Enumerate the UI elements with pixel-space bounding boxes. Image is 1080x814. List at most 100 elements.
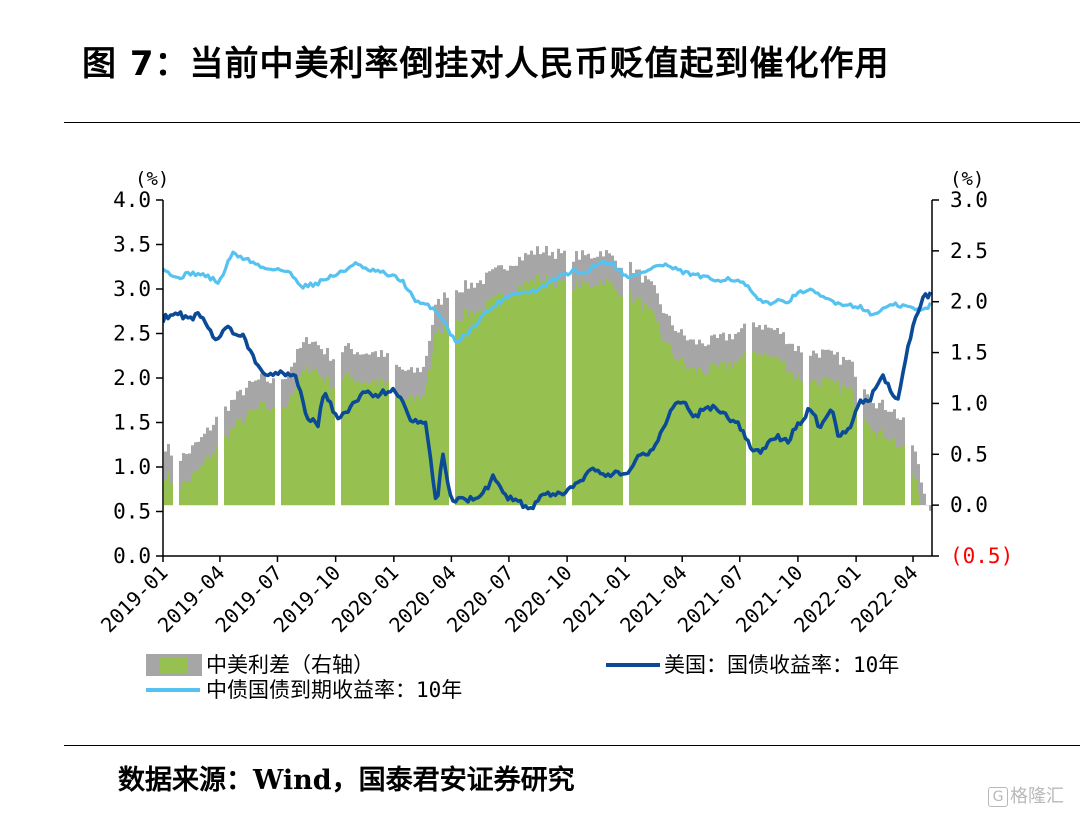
spread-fill — [878, 431, 881, 506]
spread-fill — [245, 416, 248, 506]
spread-fill — [818, 386, 821, 506]
spread-fill — [431, 353, 434, 506]
spread-fill — [764, 353, 767, 506]
legend: 中美利差（右轴） 美国：国债收益率：10年 中债国债到期收益率：10年 — [146, 653, 899, 702]
spread-fill — [494, 295, 497, 506]
spread-fill — [383, 385, 386, 506]
spread-fill — [362, 382, 365, 506]
spread-fill — [506, 298, 509, 506]
spread-fill — [170, 484, 173, 506]
spread-fill — [353, 382, 356, 506]
x-axis-ticks: 2019-012019-042019-072019-102020-012020-… — [96, 556, 923, 637]
watermark-logo-icon: G — [988, 787, 1008, 807]
spread-fill — [611, 284, 614, 506]
figure-title: 图 7：当前中美利率倒挂对人民币贬值起到催化作用 — [82, 44, 890, 84]
spread-fill — [356, 380, 359, 506]
spread-fill — [311, 370, 314, 506]
spread-fill — [827, 378, 830, 506]
spread-band — [917, 464, 920, 506]
legend-swatch-spread-fill — [160, 657, 188, 673]
spread-fill — [761, 358, 764, 506]
spread-fill — [467, 317, 470, 506]
spread-fill — [587, 282, 590, 506]
spread-fill — [443, 320, 446, 506]
spread-fill — [260, 402, 263, 506]
spread-fill — [539, 282, 542, 506]
spread-fill — [182, 481, 185, 506]
spread-fill — [332, 387, 335, 506]
spread-fill — [851, 390, 854, 506]
spread-fill — [257, 408, 260, 506]
spread-fill — [773, 358, 776, 506]
spread-fill — [635, 298, 638, 506]
spread-fill — [377, 385, 380, 506]
spread-fill — [473, 316, 476, 506]
spread-fill — [470, 311, 473, 506]
left-tick-label: 1.5 — [113, 411, 151, 435]
left-tick-label: 3.5 — [113, 233, 151, 257]
spread-fill — [296, 377, 299, 506]
spread-fill — [866, 422, 869, 506]
spread-fill — [272, 406, 275, 506]
spread-fill — [791, 372, 794, 506]
right-tick-label: 2.5 — [950, 239, 988, 263]
spread-fill — [314, 369, 317, 506]
spread-fill — [428, 369, 431, 506]
spread-fill — [284, 407, 287, 506]
spread-fill — [542, 280, 545, 506]
spread-fill — [203, 462, 206, 506]
spread-fill — [197, 470, 200, 506]
left-tick-label: 3.0 — [113, 277, 151, 301]
spread-fill — [728, 362, 731, 506]
right-tick-label: (0.5) — [950, 544, 1013, 568]
spread-fill — [242, 423, 245, 506]
spread-fill — [374, 379, 377, 506]
spread-fill — [869, 426, 872, 506]
spread-fill — [236, 419, 239, 506]
spread-fill — [668, 344, 671, 506]
spread-fill — [194, 470, 197, 506]
spread-fill — [755, 355, 758, 506]
spread-fill — [821, 378, 824, 506]
spread-fill — [884, 438, 887, 506]
spread-fill — [422, 395, 425, 506]
spread-fill — [833, 383, 836, 506]
spread-fill — [308, 372, 311, 506]
spread-fill — [875, 436, 878, 506]
watermark-text: 格隆汇 — [1010, 786, 1064, 807]
spread-band — [923, 493, 926, 506]
spread-fill — [482, 312, 485, 506]
spread-fill — [479, 308, 482, 506]
spread-fill — [677, 360, 680, 506]
spread-fill — [674, 359, 677, 506]
spread-fill — [230, 428, 233, 506]
spread-fill — [458, 320, 461, 506]
spread-fill — [722, 361, 725, 506]
spread-fill — [512, 294, 515, 506]
spread-fill — [881, 428, 884, 506]
spread-fill — [416, 396, 419, 506]
spread-fill — [209, 459, 212, 506]
spread-fill — [737, 360, 740, 506]
spread-fill — [551, 280, 554, 506]
spread-fill — [656, 321, 659, 506]
spread-fill — [617, 296, 620, 506]
spread-fill — [650, 309, 653, 506]
watermark: G 格隆汇 — [988, 782, 1064, 808]
spread-band — [182, 453, 185, 506]
top-divider — [64, 122, 1080, 123]
spread-fill — [425, 384, 428, 506]
spread-fill — [359, 383, 362, 506]
spread-fill — [584, 283, 587, 506]
spread-fill — [899, 448, 902, 506]
spread-fill — [695, 372, 698, 506]
spread-fill — [599, 279, 602, 506]
spread-fill — [701, 371, 704, 506]
series-line-us — [163, 291, 933, 511]
spread-fill — [350, 377, 353, 506]
spread-fill — [662, 341, 665, 506]
spread-fill — [302, 370, 305, 506]
spread-fill — [188, 481, 191, 506]
spread-area — [164, 246, 932, 511]
spread-fill — [590, 286, 593, 506]
